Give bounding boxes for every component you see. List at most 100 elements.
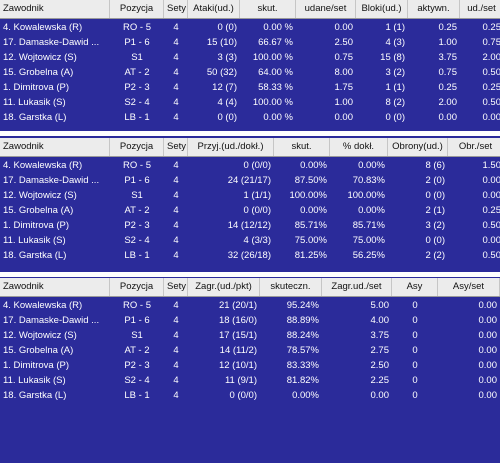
table-row[interactable]: 15. Grobelna (A) AT - 2 4 50 (32) 64.00 % 8.0… [0,66,500,79]
table-cell: 1 (1/1) [243,190,271,201]
table-row[interactable]: 18. Garstka (L) LB - 1 4 32 (26/18) 81.25% 56… [0,249,500,262]
table-row[interactable]: 15. Grobelna (A) AT - 2 4 0 (0/0) 0.00% 0.00%… [0,204,500,217]
table-row[interactable]: 17. Damaske-Dawid ... P1 - 6 4 24 (21/17) 87… [0,174,500,187]
table-cell: 1.00 [334,97,354,108]
table-cell: 0.00 [438,112,458,123]
column-header[interactable]: Zawodnik [0,278,110,296]
table-cell: 2.25 [370,375,390,386]
table-cell: 4 (3) [385,37,405,48]
table-cell: 0 [412,300,418,311]
table-row[interactable]: 18. Garstka (L) LB - 1 4 0 (0) 0.00 % 0.00 0 (… [0,111,500,124]
table-row[interactable]: 4. Kowalewska (R) RO - 5 4 0 (0/0) 0.00% 0.00… [0,159,500,172]
table-cell: 18. Garstka (L) [3,390,67,401]
table-row[interactable]: 11. Lukasik (S) S2 - 4 4 4 (4) 100.00 % 1.00 8… [0,96,500,109]
table-cell: RO - 5 [123,300,151,311]
table-cell: AT - 2 [124,345,150,356]
column-header[interactable]: Pozycja [110,278,164,296]
table-cell: 0 (0) [217,22,237,33]
column-header[interactable]: Obrony(ud.) [388,138,448,156]
column-header[interactable]: Przyj.(ud./dokł.) [188,138,274,156]
table-cell: 4.00 [370,315,390,326]
table-row[interactable]: 1. Dimitrova (P) P2 - 3 4 12 (10/1) 83.33% 2.… [0,359,500,372]
table-cell: 1.00 [438,37,458,48]
table-row[interactable]: 15. Grobelna (A) AT - 2 4 14 (11/2) 78.57% 2.… [0,344,500,357]
table-row[interactable]: 17. Damaske-Dawid ... P1 - 6 4 15 (10) 66.67… [0,36,500,49]
table-cell: 0.00% [300,160,327,171]
table-cell: 3 (3) [217,52,237,63]
table-cell: 3 (2) [425,220,445,231]
table-cell: 100.00 % [252,52,293,63]
table-cell: 1. Dimitrova (P) [3,82,69,93]
table-cell: 1. Dimitrova (P) [3,220,69,231]
table-row[interactable]: 12. Wojtowicz (S) S1 4 1 (1/1) 100.00% 100.00… [0,189,500,202]
table-row[interactable]: 4. Kowalewska (R) RO - 5 4 21 (20/1) 95.24% 5… [0,299,500,312]
table-cell: 4 [173,220,179,231]
table-cell: RO - 5 [123,160,151,171]
column-header[interactable]: skut. [240,0,296,18]
table3-panel: Zawodnik Pozycja Sety Zagr.(ud./pkt) skutecz… [0,278,500,403]
table-cell: 0 [412,315,418,326]
table-cell: 0.00 [478,345,498,356]
table-cell: 95.24% [286,300,319,311]
column-header[interactable]: ud./set [460,0,500,18]
table-cell: 78.57% [286,345,319,356]
column-header[interactable]: skuteczn. [260,278,322,296]
column-header[interactable]: % dokł. [330,138,388,156]
table-row[interactable]: 4. Kowalewska (R) RO - 5 4 0 (0) 0.00 % 0.00 1… [0,21,500,34]
table-row[interactable]: 17. Damaske-Dawid ... P1 - 6 4 18 (16/0) 88.… [0,314,500,327]
table-cell: 64.00 % [258,67,293,78]
table-cell: 18. Garstka (L) [3,112,67,123]
column-header[interactable]: Pozycja [110,138,164,156]
table-cell: 88.89% [286,315,319,326]
table-row[interactable]: 11. Lukasik (S) S2 - 4 4 4 (3/3) 75.00% 75.00… [0,234,500,247]
table-cell: 17. Damaske-Dawid ... [3,37,100,48]
column-header[interactable]: Bloki(ud.) [356,0,408,18]
column-header[interactable]: Asy [392,278,438,296]
column-header[interactable]: Sety [164,278,188,296]
table-cell: 4 [173,37,179,48]
column-header[interactable]: Ataki(ud.) [188,0,240,18]
column-header[interactable]: Pozycja [110,0,164,18]
table-cell: P1 - 6 [124,37,150,48]
table-cell: 4 [173,390,179,401]
table-cell: 100.00% [347,190,385,201]
table-cell: 4 [173,315,179,326]
table-cell: S2 - 4 [124,375,150,386]
table-separator [0,131,500,136]
table-cell: 2.50 [334,37,354,48]
column-header[interactable]: Asy/set [438,278,500,296]
table-cell: 1 (1) [385,22,405,33]
column-header[interactable]: Obr./set [448,138,500,156]
column-header[interactable]: Zawodnik [0,138,110,156]
table-cell: 18. Garstka (L) [3,250,67,261]
table-cell: 0 (0/0) [243,205,271,216]
table-cell: 2.00 [438,97,458,108]
table1-panel: Zawodnik Pozycja Sety Ataki(ud.) skut. udane/… [0,0,500,125]
column-header[interactable]: skut. [274,138,330,156]
table-cell: 4 [173,250,179,261]
table-cell: 0 (0) [425,235,445,246]
table-cell: 0.00 [478,315,498,326]
column-header[interactable]: Zagr.(ud./pkt) [188,278,260,296]
column-header[interactable]: Zawodnik [0,0,110,18]
table-row[interactable]: 12. Wojtowicz (S) S1 4 3 (3) 100.00 % 0.75 15 … [0,51,500,64]
table-cell: 12 (7) [212,82,237,93]
column-header[interactable]: Sety [164,0,188,18]
column-header[interactable]: Sety [164,138,188,156]
table-cell: 17. Damaske-Dawid ... [3,175,100,186]
table-cell: 4 [173,345,179,356]
table-cell: 0 [412,360,418,371]
table-cell: 15. Grobelna (A) [3,67,74,78]
table-row[interactable]: 18. Garstka (L) LB - 1 4 0 (0/0) 0.00% 0.00 0 0… [0,389,500,402]
table-row[interactable]: 11. Lukasik (S) S2 - 4 4 11 (9/1) 81.82% 2.25… [0,374,500,387]
table-row[interactable]: 1. Dimitrova (P) P2 - 3 4 14 (12/12) 85.71% 8… [0,219,500,232]
column-header[interactable]: aktywn. [408,0,460,18]
table-row[interactable]: 12. Wojtowicz (S) S1 4 17 (15/1) 88.24% 3.75 0… [0,329,500,342]
table-cell: 100.00% [289,190,327,201]
column-header[interactable]: Zagr.ud./set [322,278,392,296]
table-cell: 0.75 [334,52,354,63]
table-row[interactable]: 1. Dimitrova (P) P2 - 3 4 12 (7) 58.33 % 1.75… [0,81,500,94]
column-header[interactable]: udane/set [296,0,356,18]
table-cell: 8 (2) [385,97,405,108]
table-cell: 88.24% [286,330,319,341]
